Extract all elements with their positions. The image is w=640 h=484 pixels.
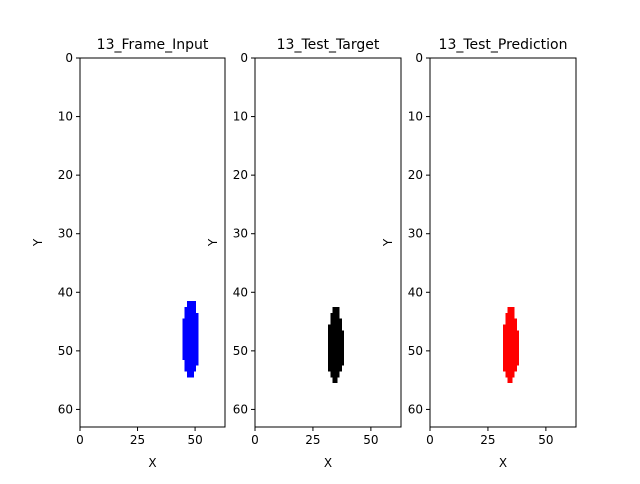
y-tick-label: 20	[408, 168, 423, 182]
y-tick-label: 20	[58, 168, 73, 182]
chart-title: 13_Test_Target	[277, 37, 380, 53]
y-tick-label: 30	[58, 227, 73, 241]
x-axis-label: X	[148, 456, 156, 470]
y-tick-label: 10	[408, 110, 423, 124]
chart-title: 13_Frame_Input	[97, 37, 209, 53]
data-row-52	[328, 359, 345, 366]
chart-panel-3: 0 25 50 0 10 20 30 40 50 60 13_Test_Prediction X Y	[381, 37, 577, 470]
y-tick-label: 50	[408, 344, 423, 358]
x-tick-label: 50	[538, 433, 553, 447]
chart-title: 13_Test_Prediction	[439, 37, 568, 53]
data-row-43	[507, 306, 515, 313]
y-tick-label: 0	[240, 51, 248, 65]
y-tick-label: 10	[58, 110, 73, 124]
x-tick-label: 50	[187, 433, 202, 447]
data-row-44	[505, 312, 515, 319]
y-tick-label: 20	[233, 168, 248, 182]
x-tick-label: 0	[76, 433, 84, 447]
y-tick-label: 30	[408, 227, 423, 241]
chart-panel-1: 0 25 50 0 10 20 30 40 50 60 13_Frame_Input X Y	[31, 37, 226, 470]
axes-frame	[79, 57, 226, 428]
data-row-49	[328, 342, 345, 349]
plot-area	[255, 58, 401, 427]
data-row-53	[503, 365, 517, 372]
data-row-45	[330, 318, 342, 325]
y-axis-label: Y	[206, 238, 220, 247]
y-axis-label: Y	[381, 238, 395, 247]
data-row-46	[328, 324, 342, 331]
data-row-54	[505, 371, 515, 378]
y-tick-label: 0	[415, 51, 423, 65]
data-row-51	[182, 353, 199, 360]
y-tick-label: 40	[58, 285, 73, 299]
y-tick-label: 0	[65, 51, 73, 65]
data-row-44	[330, 312, 340, 319]
data-row-53	[328, 365, 342, 372]
plot-area	[430, 58, 576, 427]
data-row-49	[503, 342, 520, 349]
x-tick-label: 25	[305, 433, 320, 447]
x-axis-label: X	[499, 456, 507, 470]
data-row-46	[182, 324, 199, 331]
chart-panel-2: 0 25 50 0 10 20 30 40 50 60 13_Test_Target X Y	[206, 37, 402, 470]
data-row-55	[507, 377, 513, 384]
data-row-52	[184, 359, 199, 366]
y-tick-label: 50	[233, 344, 248, 358]
y-tick-label: 30	[233, 227, 248, 241]
y-tick-label: 60	[233, 402, 248, 416]
axes-frame	[254, 57, 402, 428]
data-row-47	[328, 330, 345, 337]
data-row-52	[503, 359, 520, 366]
axes-frame	[429, 57, 577, 428]
y-tick-label: 10	[233, 110, 248, 124]
data-row-48	[328, 336, 345, 343]
data-row-51	[503, 353, 520, 360]
y-tick-label: 50	[58, 344, 73, 358]
x-tick-label: 50	[363, 433, 378, 447]
y-tick-label: 40	[408, 285, 423, 299]
data-row-45	[182, 318, 199, 325]
data-row-43	[184, 306, 197, 313]
y-tick-label: 60	[58, 402, 73, 416]
data-row-42	[187, 301, 197, 308]
y-tick-label: 40	[233, 285, 248, 299]
data-row-50	[328, 347, 345, 354]
data-row-43	[332, 306, 340, 313]
y-axis-label: Y	[31, 238, 45, 247]
data-row-50	[503, 347, 520, 354]
x-tick-label: 0	[426, 433, 434, 447]
plot-area	[80, 58, 225, 427]
data-row-44	[184, 312, 199, 319]
data-row-48	[503, 336, 520, 343]
x-tick-label: 25	[130, 433, 145, 447]
y-tick-label: 60	[408, 402, 423, 416]
x-tick-label: 25	[480, 433, 495, 447]
data-row-49	[182, 342, 199, 349]
data-row-47	[503, 330, 520, 337]
data-row-47	[182, 330, 199, 337]
data-row-51	[328, 353, 345, 360]
data-row-54	[330, 371, 340, 378]
data-row-53	[184, 365, 197, 372]
x-axis-label: X	[324, 456, 332, 470]
data-row-50	[182, 347, 199, 354]
x-tick-label: 0	[251, 433, 259, 447]
data-row-46	[503, 324, 517, 331]
data-row-48	[182, 336, 199, 343]
data-row-55	[332, 377, 338, 384]
data-row-45	[505, 318, 517, 325]
data-row-54	[187, 371, 194, 378]
